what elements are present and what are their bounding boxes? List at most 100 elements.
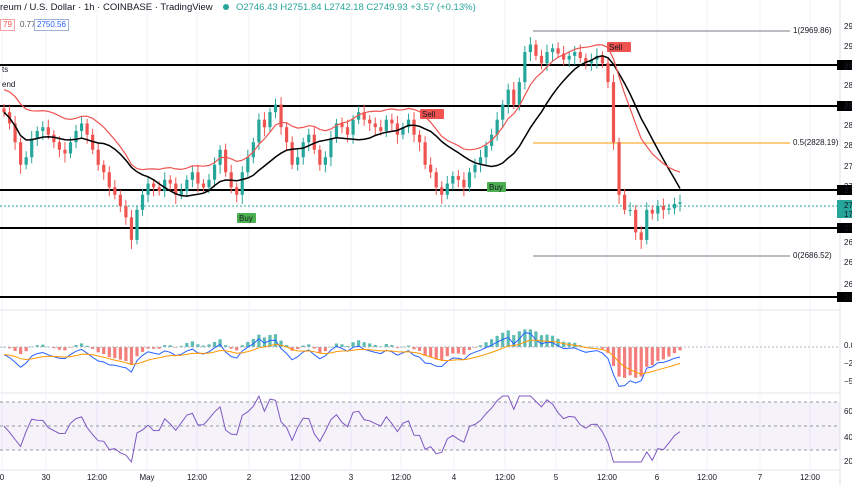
candle-body: [63, 149, 67, 154]
candle-body: [301, 142, 305, 158]
ask-box[interactable]: 2750.56: [34, 19, 69, 31]
sell-signal-tag-bg: [420, 109, 444, 119]
candle-body: [163, 179, 167, 192]
candle-body: [512, 89, 516, 105]
candle-body: [152, 183, 156, 188]
time-axis-label: 3: [349, 473, 354, 482]
level-tag: [837, 60, 852, 70]
price-axis-label: 28: [844, 100, 852, 109]
level-tag-label: 29: [844, 61, 852, 70]
macd-bar: [451, 347, 455, 354]
candle-body: [606, 63, 610, 83]
time-axis-label: 12:00: [87, 473, 108, 482]
macd-bar: [373, 344, 377, 347]
price-axis-label: 26: [844, 258, 852, 267]
candle-body: [307, 134, 311, 143]
macd-bar: [246, 341, 250, 347]
candle-body: [667, 208, 671, 210]
candle-body: [113, 187, 117, 195]
macd-bar: [490, 339, 494, 347]
current-price-label: 27: [844, 201, 852, 210]
candle-body: [207, 179, 211, 188]
level-tag-label: 28: [844, 102, 852, 111]
buy-signal-tag-bg: [237, 213, 256, 223]
macd-bar: [157, 347, 161, 349]
candle-body: [357, 112, 361, 120]
sell-signal-tag: Sell: [422, 110, 436, 119]
macd-bar: [362, 342, 366, 347]
macd-bar: [512, 335, 516, 347]
macd-bar: [329, 346, 333, 348]
bid-box[interactable]: 79: [0, 19, 15, 31]
macd-bar: [279, 340, 283, 347]
macd-bar: [307, 344, 311, 347]
candle-body: [622, 194, 627, 210]
candle-body: [423, 142, 427, 165]
source-label: TradingView: [160, 2, 213, 13]
status-dot-icon: [223, 4, 230, 10]
macd-bar: [628, 347, 632, 376]
macd-bar: [462, 347, 466, 355]
candle-body: [68, 142, 73, 154]
macd-bar: [340, 344, 344, 347]
candle-body: [545, 52, 549, 64]
macd-bar: [357, 340, 361, 347]
candle-body: [118, 194, 122, 207]
macd-bar: [168, 345, 172, 347]
ema-line: [3, 44, 681, 173]
candle-body: [30, 138, 34, 158]
candle-body: [478, 157, 483, 165]
buy-signal-tag: Buy: [239, 214, 253, 223]
candle-body: [600, 55, 605, 64]
macd-axis-label: −5: [844, 377, 852, 386]
macd-bar: [351, 342, 355, 347]
time-axis-label: 0: [0, 473, 5, 482]
candle-body: [456, 176, 460, 180]
macd-bar: [656, 347, 660, 361]
macd-bar: [634, 347, 638, 378]
macd-bar: [257, 334, 261, 347]
macd-bar: [384, 343, 388, 347]
macd-bar: [129, 347, 134, 365]
candle-body: [523, 52, 527, 83]
price-axis-label: 26: [844, 280, 852, 289]
macd-bar: [484, 342, 488, 347]
macd-bar: [224, 345, 228, 347]
exchange-label: COINBASE: [102, 2, 153, 13]
macd-bar: [661, 347, 665, 360]
time-axis-label: 12:00: [495, 473, 516, 482]
candle-body: [484, 145, 488, 158]
candle-body: [24, 157, 28, 165]
macd-bar: [13, 347, 17, 351]
macd-bar: [678, 347, 682, 351]
macd-bar: [667, 347, 671, 357]
candle-body: [251, 142, 255, 158]
macd-bar: [645, 347, 649, 367]
macd-bar: [74, 344, 78, 347]
candle-body: [617, 142, 621, 195]
time-axis-label: 12:00: [290, 473, 311, 482]
level-tag: [837, 292, 852, 302]
macd-bar: [401, 346, 405, 348]
candle-body: [440, 187, 444, 195]
indicator-label: ts: [2, 65, 8, 74]
time-axis-label: 12:00: [597, 473, 618, 482]
macd-bar: [506, 330, 510, 347]
macd-bar: [284, 345, 289, 347]
macd-bar: [212, 341, 217, 347]
candle-body: [334, 123, 339, 139]
macd-bar: [262, 337, 267, 347]
macd-bar: [478, 345, 483, 347]
macd-bar: [423, 347, 427, 356]
candle-body: [506, 89, 510, 105]
candle-body: [168, 179, 172, 184]
macd-line: [3, 332, 681, 387]
macd-bar: [19, 347, 23, 355]
rsi-axis-label: 60: [844, 407, 852, 416]
macd-histogram: [2, 329, 682, 378]
candle-body: [318, 149, 322, 165]
candle-body: [79, 123, 84, 131]
candle-body: [340, 123, 344, 128]
macd-signal-line: [3, 339, 681, 375]
